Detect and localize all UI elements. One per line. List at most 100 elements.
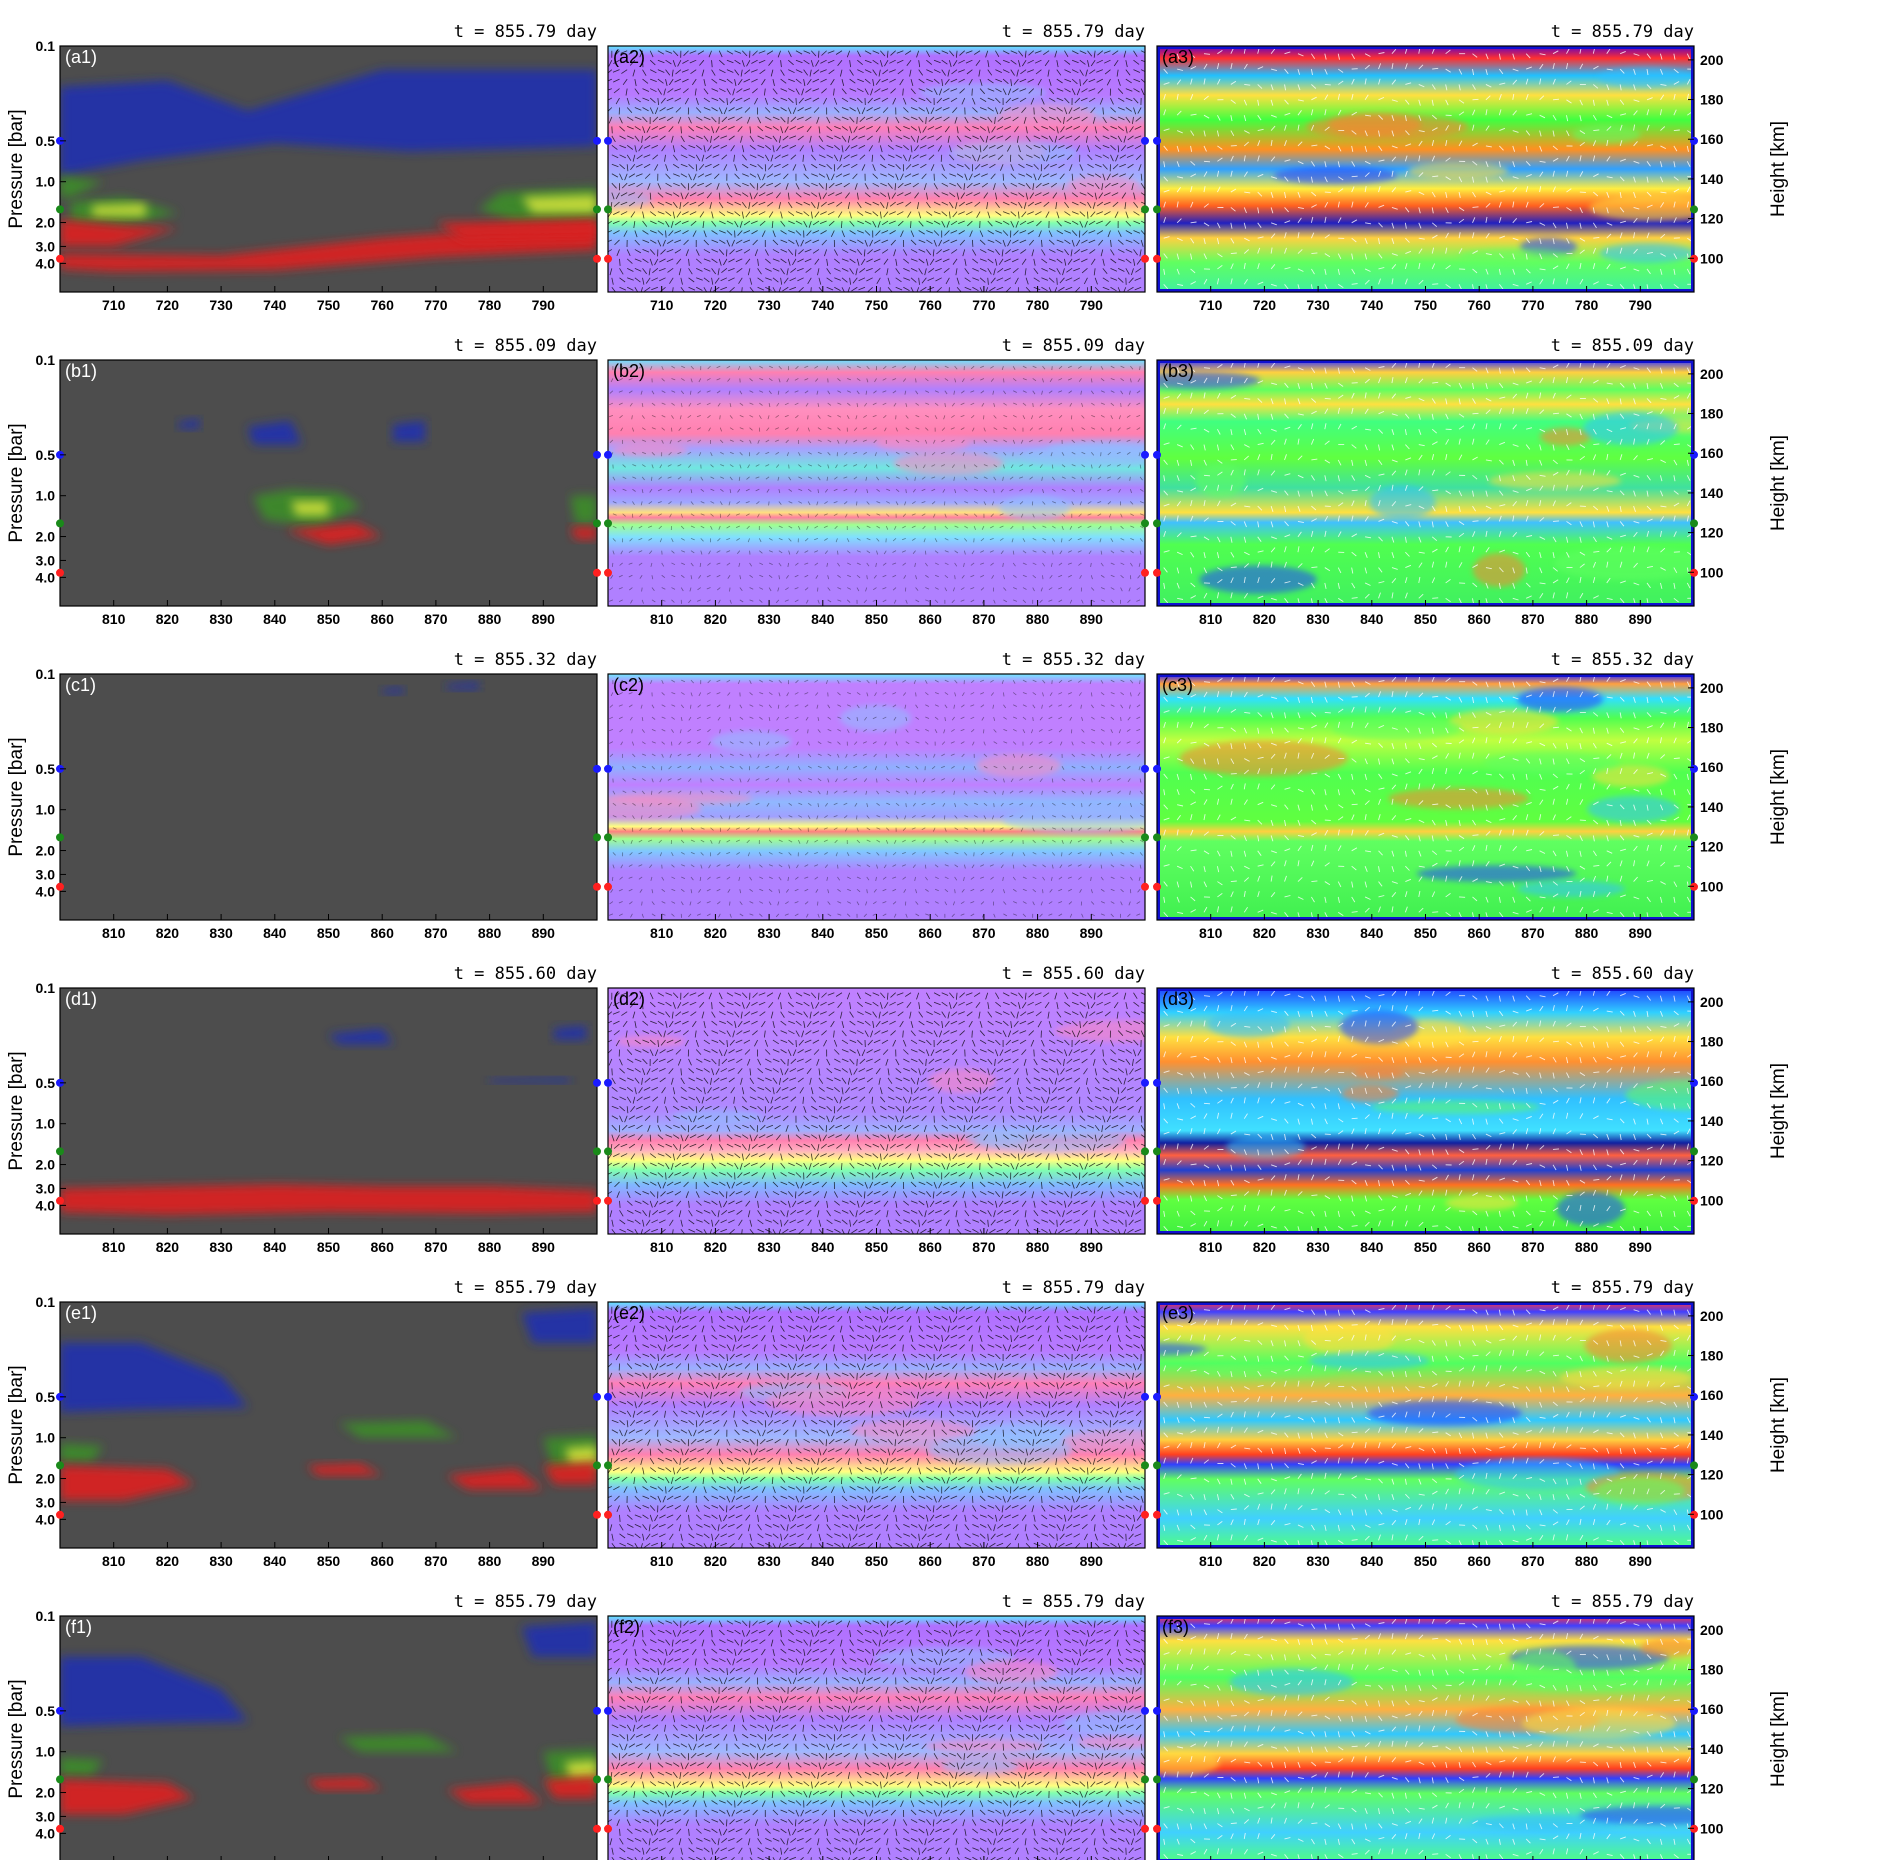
x-tick-label: 880: [1026, 1553, 1050, 1569]
time-label: t = 855.32 day: [1551, 650, 1694, 670]
level-marker: [593, 519, 601, 528]
x-tick-label: 890: [1080, 611, 1104, 627]
level-marker: [593, 833, 601, 842]
level-marker: [593, 205, 601, 214]
x-tick-label: 770: [1521, 297, 1545, 313]
panel-b2: 810 820 830 840 850 860 870 880 890 (b2) t = 855.0…: [604, 336, 1149, 627]
cloud-red-blob: [285, 523, 383, 545]
level-marker: [604, 519, 612, 528]
x-tick-label: 820: [704, 925, 728, 941]
level-marker: [1141, 882, 1149, 891]
x-tick-label: 780: [1026, 297, 1050, 313]
panel-label: (f3): [1162, 1617, 1189, 1637]
level-marker: [593, 1078, 601, 1087]
y2-tick-label: 160: [1700, 759, 1724, 775]
y-tick-label: 4.0: [36, 255, 56, 271]
y2-tick-label: 100: [1700, 250, 1724, 266]
vapor-patch: [1371, 1100, 1541, 1114]
x-tick-label: 820: [704, 1553, 728, 1569]
x-tick-label: 820: [156, 611, 180, 627]
x-tick-label: 810: [650, 1239, 674, 1255]
x-tick-label: 890: [532, 1553, 556, 1569]
panel-background: [60, 360, 597, 606]
x-tick-label: 770: [424, 297, 448, 313]
level-marker: [593, 1196, 601, 1205]
vapor-patch: [1517, 880, 1626, 898]
level-marker: [1153, 833, 1161, 842]
x-tick-label: 830: [1306, 611, 1330, 627]
x-tick-label: 860: [919, 1239, 943, 1255]
x-tick-label: 880: [1575, 925, 1599, 941]
level-marker: [604, 1510, 612, 1519]
level-marker: [604, 254, 612, 263]
cloud-red-blob: [60, 1184, 597, 1215]
x-tick-label: 790: [1629, 297, 1653, 313]
panel-background: [60, 674, 597, 920]
x-tick-label: 890: [532, 925, 556, 941]
y2-tick-label: 160: [1700, 1073, 1724, 1089]
x-tick-label: 850: [865, 1553, 889, 1569]
level-marker: [56, 519, 64, 528]
y-tick-label: 0.5: [36, 447, 56, 463]
vapor-patch: [1455, 1458, 1620, 1490]
vapor-patch: [1229, 1668, 1354, 1696]
y2-tick-label: 100: [1700, 1820, 1724, 1836]
wind-arrow-field: [1163, 1617, 1694, 1860]
level-marker: [56, 1824, 64, 1833]
pressure-axis: 0.1 0.5 1.0 2.0 3.04.0 Pressure [bar]: [6, 1608, 66, 1841]
x-tick-label: 860: [1468, 1239, 1492, 1255]
y-tick-label: 1.0: [36, 488, 56, 504]
level-marker: [56, 1147, 64, 1156]
level-marker: [1690, 1147, 1698, 1156]
level-marker: [1141, 519, 1149, 528]
level-marker: [593, 1824, 601, 1833]
x-tick-label: 850: [1414, 1239, 1438, 1255]
level-marker: [1690, 1510, 1698, 1519]
x-tick-label: 840: [1360, 925, 1384, 941]
level-marker: [1690, 450, 1698, 459]
vapor-patch: [1367, 1400, 1523, 1427]
vapor-patch: [1553, 546, 1694, 581]
level-marker: [1690, 254, 1698, 263]
y-tick-label: 3.0: [36, 1808, 56, 1824]
x-tick-label: 860: [371, 1553, 395, 1569]
cloud-blue-blob: [60, 69, 597, 176]
x-tick-label: 850: [865, 925, 889, 941]
pressure-axis: 0.1 0.5 1.0 2.0 3.04.0 Pressure [bar]: [6, 352, 66, 585]
y-tick-label: 4.0: [36, 1825, 56, 1841]
height-axis: 200 180 160 140 120 100 Height [km]: [1688, 366, 1789, 580]
panel-label: (c3): [1162, 675, 1193, 695]
cloud-red-blob: [570, 527, 597, 540]
x-tick-label: 830: [757, 1239, 781, 1255]
x-tick-label: 870: [424, 611, 448, 627]
cloud-red-blob: [543, 1775, 597, 1799]
y2-tick-label: 160: [1700, 1387, 1724, 1403]
vapor-patch: [1587, 795, 1680, 823]
x-tick-label: 840: [1360, 611, 1384, 627]
x-tick-label: 870: [1521, 611, 1545, 627]
x-tick-label: 850: [317, 611, 341, 627]
x-tick-label: 840: [263, 925, 287, 941]
level-marker: [604, 136, 612, 145]
panel-label: (d1): [65, 989, 97, 1009]
x-tick-label: 830: [757, 925, 781, 941]
x-tick-label: 720: [156, 297, 180, 313]
left-axis-title: Pressure [bar]: [6, 423, 27, 542]
level-marker: [1153, 1510, 1161, 1519]
time-label: t = 855.60 day: [1551, 964, 1694, 984]
x-tick-label: 810: [102, 925, 126, 941]
y2-tick-label: 100: [1700, 1506, 1724, 1522]
level-marker: [604, 1078, 612, 1087]
vapor-patch: [1483, 751, 1621, 775]
y-tick-label: 1.0: [36, 174, 56, 190]
x-tick-label: 860: [371, 925, 395, 941]
level-marker: [1141, 1392, 1149, 1401]
wind-arrow-field: [1163, 675, 1694, 919]
tracer-patch: [840, 704, 912, 732]
y2-tick-label: 140: [1700, 485, 1724, 501]
x-tick-label: 850: [865, 611, 889, 627]
y-tick-label: 2.0: [36, 1471, 56, 1487]
vapor-patch: [1448, 709, 1559, 735]
vapor-patch: [1488, 471, 1622, 490]
x-tick-label: 820: [1253, 611, 1277, 627]
